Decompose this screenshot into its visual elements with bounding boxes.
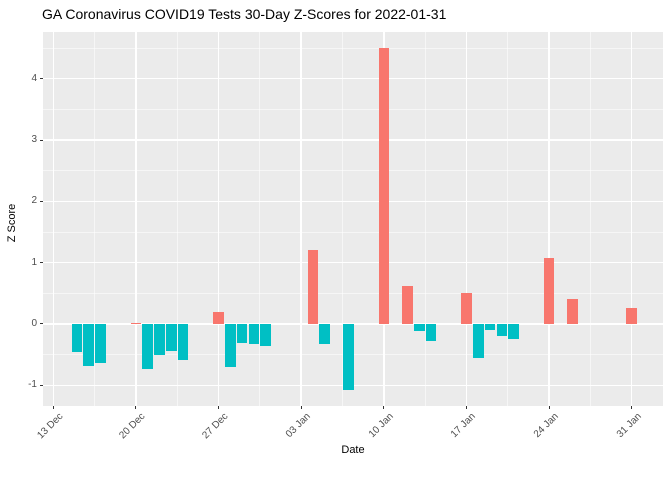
y-tick-mark [40,262,43,264]
bar-18-jan [472,323,484,359]
bar-20-dec [130,322,142,324]
h-gridline-major [43,261,663,264]
bar-24-jan [543,258,555,324]
x-tick-label: 03 Jan [283,411,313,441]
h-gridline-major [43,139,663,141]
x-tick-label: 31 Jan [614,411,644,441]
v-gridline-major [300,32,302,406]
x-tick-mark [300,406,302,409]
y-tick-label: 1 [31,256,37,268]
bar-31-jan [626,308,637,324]
x-tick-mark [631,406,633,409]
bar-19-jan [484,323,496,331]
h-gridline-major [43,200,663,203]
y-tick-label: 0 [31,317,37,329]
bar-31-dec [260,323,272,347]
bar-21-jan [508,323,519,339]
bar-14-jan [425,323,437,341]
bar-27-dec [213,311,224,324]
bar-07-jan [343,323,354,390]
bar-21-dec [142,323,154,369]
v-gridline-major [217,32,220,406]
bar-15-dec [71,323,83,352]
x-axis-title: Date [341,444,365,456]
v-gridline-major [548,32,550,406]
bar-22-dec [154,323,165,355]
y-tick-mark [40,384,43,386]
bar-29-dec [236,323,248,343]
h-gridline-minor [43,108,663,110]
chart-title: GA Coronavirus COVID19 Tests 30-Day Z-Sc… [42,6,447,22]
bar-23-dec [166,323,177,351]
bar-26-jan [567,298,578,324]
bar-05-jan [319,323,331,345]
v-gridline-major [52,32,55,406]
h-gridline-major [43,77,663,80]
v-gridline-minor [424,32,426,406]
v-gridline-minor [94,32,96,406]
x-tick-mark [52,406,54,409]
bar-28-dec [225,323,236,367]
v-gridline-major [135,32,137,406]
bar-13-jan [413,323,425,331]
bar-20-jan [496,323,508,336]
v-gridline-minor [589,32,591,406]
y-tick-label: 3 [31,134,37,145]
bar-17-jan [461,293,472,324]
x-tick-mark [465,406,467,409]
y-tick-mark [40,200,43,202]
x-tick-label: 24 Jan [531,411,561,441]
h-gridline-minor [43,47,663,49]
x-tick-mark [548,406,550,409]
x-tick-label: 17 Jan [449,411,479,441]
v-gridline-minor [507,32,509,406]
bar-16-dec [83,323,94,366]
y-tick-label: 2 [31,195,37,207]
v-gridline-major [630,32,633,406]
bar-04-jan [307,250,319,324]
h-gridline-minor [43,292,663,294]
v-gridline-minor [259,32,261,406]
y-tick-label: 4 [31,72,37,84]
plot-panel [43,32,663,406]
x-tick-mark [383,406,385,409]
x-tick-mark [135,406,137,409]
y-tick-mark [40,139,43,141]
bar-17-dec [95,323,106,363]
x-tick-label: 13 Dec [34,411,66,442]
y-tick-mark [40,323,43,325]
h-gridline-minor [43,170,663,172]
bar-10-jan [378,48,390,324]
v-gridline-minor [342,32,343,406]
v-gridline-minor [176,32,178,406]
h-gridline-minor [43,231,663,233]
y-tick-label: -1 [28,379,37,391]
bar-30-dec [248,323,260,344]
x-tick-label: 20 Dec [117,411,148,442]
x-tick-label: 10 Jan [366,411,396,441]
bar-12-jan [402,285,413,324]
y-tick-mark [40,78,43,80]
bar-24-dec [177,323,189,361]
v-gridline-major [465,32,468,406]
x-tick-label: 27 Dec [200,411,231,442]
x-tick-mark [218,406,220,409]
